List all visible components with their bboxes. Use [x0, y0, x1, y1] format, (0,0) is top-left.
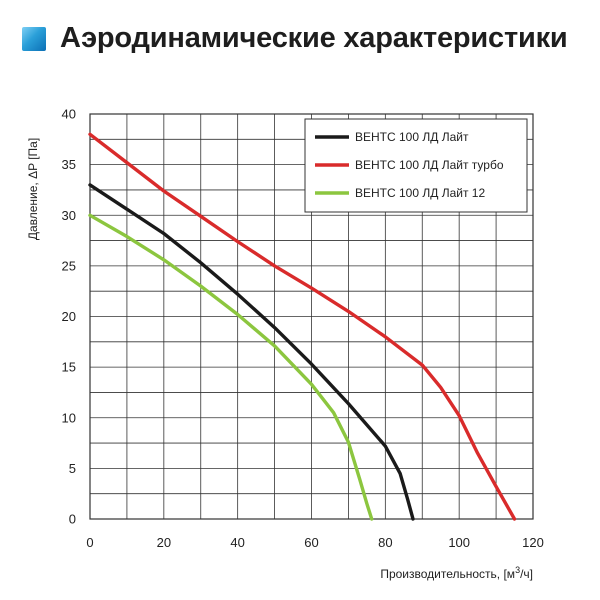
legend-label: ВЕНТС 100 ЛД Лайт: [355, 130, 469, 144]
x-tick-label: 60: [304, 535, 318, 550]
x-tick-label: 120: [522, 535, 544, 550]
y-tick-label: 20: [62, 309, 76, 324]
y-tick-label: 10: [62, 410, 76, 425]
legend-label: ВЕНТС 100 ЛД Лайт турбо: [355, 158, 504, 172]
y-tick-label: 35: [62, 157, 76, 172]
square-gradient-icon: [22, 26, 46, 51]
series-lines: [88, 132, 517, 521]
y-tick-label: 30: [62, 208, 76, 223]
page-title: Аэродинамические характеристики: [60, 22, 568, 54]
x-axis-label: Производительность, [м3/ч]: [380, 565, 533, 581]
y-tick-label: 40: [62, 107, 76, 122]
x-axis-label-main: Производительность, [м: [380, 567, 515, 581]
x-tick-label: 20: [157, 535, 171, 550]
legend-label: ВЕНТС 100 ЛД Лайт 12: [355, 186, 485, 200]
plot-frame: [89, 113, 534, 520]
y-tick-label: 0: [69, 512, 76, 527]
series-line-1: [88, 183, 415, 521]
x-axis-label-superscript: 3: [515, 565, 520, 575]
x-tick-label: 80: [378, 535, 392, 550]
x-tick-label: 0: [86, 535, 93, 550]
y-tick-label: 15: [62, 360, 76, 375]
y-tick-label: 5: [69, 461, 76, 476]
x-tick-label: 100: [448, 535, 470, 550]
y-tick-label: 25: [62, 258, 76, 273]
tick-labels: 0 20 40 60 80 100 120 0 5 10 15 20 25 30 35 40: [62, 107, 544, 551]
series-line-2: [88, 132, 517, 521]
x-axis-label-suffix: /ч]: [520, 567, 533, 581]
series-line-3: [88, 213, 374, 521]
legend: ВЕНТС 100 ЛД Лайт ВЕНТС 100 ЛД Лайт турбо…: [304, 118, 528, 213]
y-axis-label: Давление, ΔP [Па]: [26, 138, 40, 240]
page-header: Аэродинамические характеристики: [22, 22, 568, 55]
x-tick-label: 40: [230, 535, 244, 550]
